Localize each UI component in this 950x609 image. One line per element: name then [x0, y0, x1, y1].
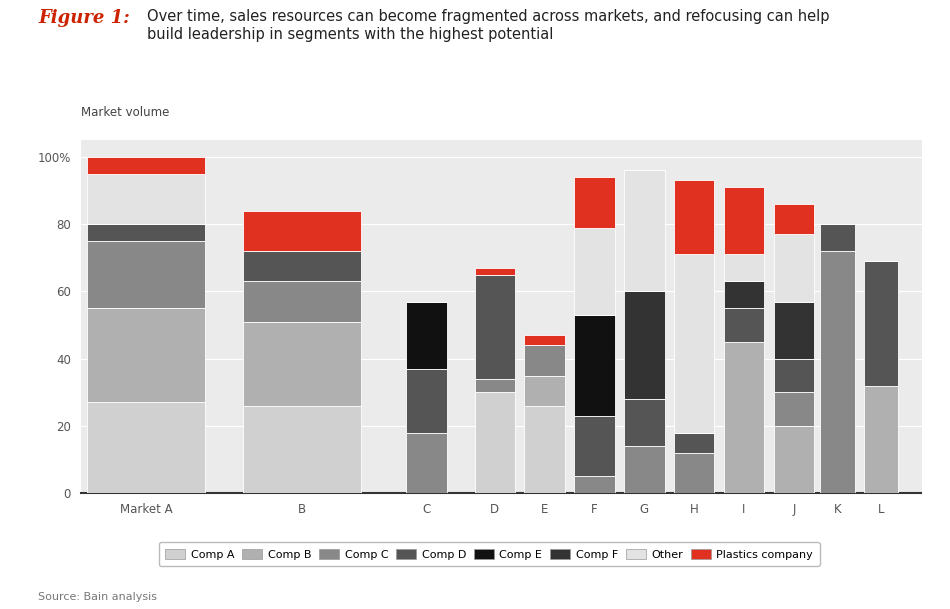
Bar [724, 308, 764, 342]
Bar [724, 187, 764, 255]
Text: Figure 1:: Figure 1: [38, 9, 130, 27]
Bar [674, 453, 714, 493]
Bar [624, 446, 665, 493]
Bar [820, 251, 855, 493]
Bar [575, 177, 615, 228]
Bar [724, 342, 764, 493]
Bar [87, 241, 205, 308]
Bar [575, 416, 615, 476]
Bar [407, 301, 446, 369]
Bar [87, 403, 205, 493]
Bar [475, 392, 515, 493]
Bar [864, 385, 898, 493]
Bar [242, 281, 361, 322]
Bar [87, 224, 205, 241]
Bar [773, 234, 814, 301]
Bar [87, 308, 205, 403]
Text: Source: Bain analysis: Source: Bain analysis [38, 592, 157, 602]
Bar [87, 174, 205, 224]
Bar [407, 433, 446, 493]
Bar [773, 392, 814, 426]
Bar [524, 335, 565, 345]
Bar [475, 379, 515, 392]
Bar [242, 211, 361, 251]
Bar [475, 268, 515, 275]
Bar [624, 399, 665, 446]
Bar [524, 376, 565, 406]
Bar [242, 322, 361, 406]
Bar [864, 261, 898, 385]
Bar [242, 406, 361, 493]
Bar [575, 228, 615, 315]
Bar [575, 476, 615, 493]
Bar [475, 275, 515, 379]
Bar [773, 426, 814, 493]
Bar [624, 171, 665, 292]
Bar [624, 292, 665, 399]
Bar [674, 255, 714, 433]
Bar [724, 281, 764, 308]
Bar [674, 180, 714, 255]
Bar [674, 433, 714, 453]
Bar [820, 224, 855, 251]
Bar [773, 359, 814, 392]
Bar [242, 251, 361, 281]
Bar [724, 255, 764, 281]
Bar [524, 406, 565, 493]
Text: Market volume: Market volume [81, 106, 169, 119]
Bar [773, 301, 814, 359]
Bar [87, 157, 205, 174]
Bar [407, 369, 446, 433]
Legend: Comp A, Comp B, Comp C, Comp D, Comp E, Comp F, Other, Plastics company: Comp A, Comp B, Comp C, Comp D, Comp E, … [159, 542, 820, 566]
Bar [524, 345, 565, 376]
Bar [773, 204, 814, 234]
Bar [575, 315, 615, 416]
Text: Over time, sales resources can become fragmented across markets, and refocusing : Over time, sales resources can become fr… [147, 9, 829, 41]
